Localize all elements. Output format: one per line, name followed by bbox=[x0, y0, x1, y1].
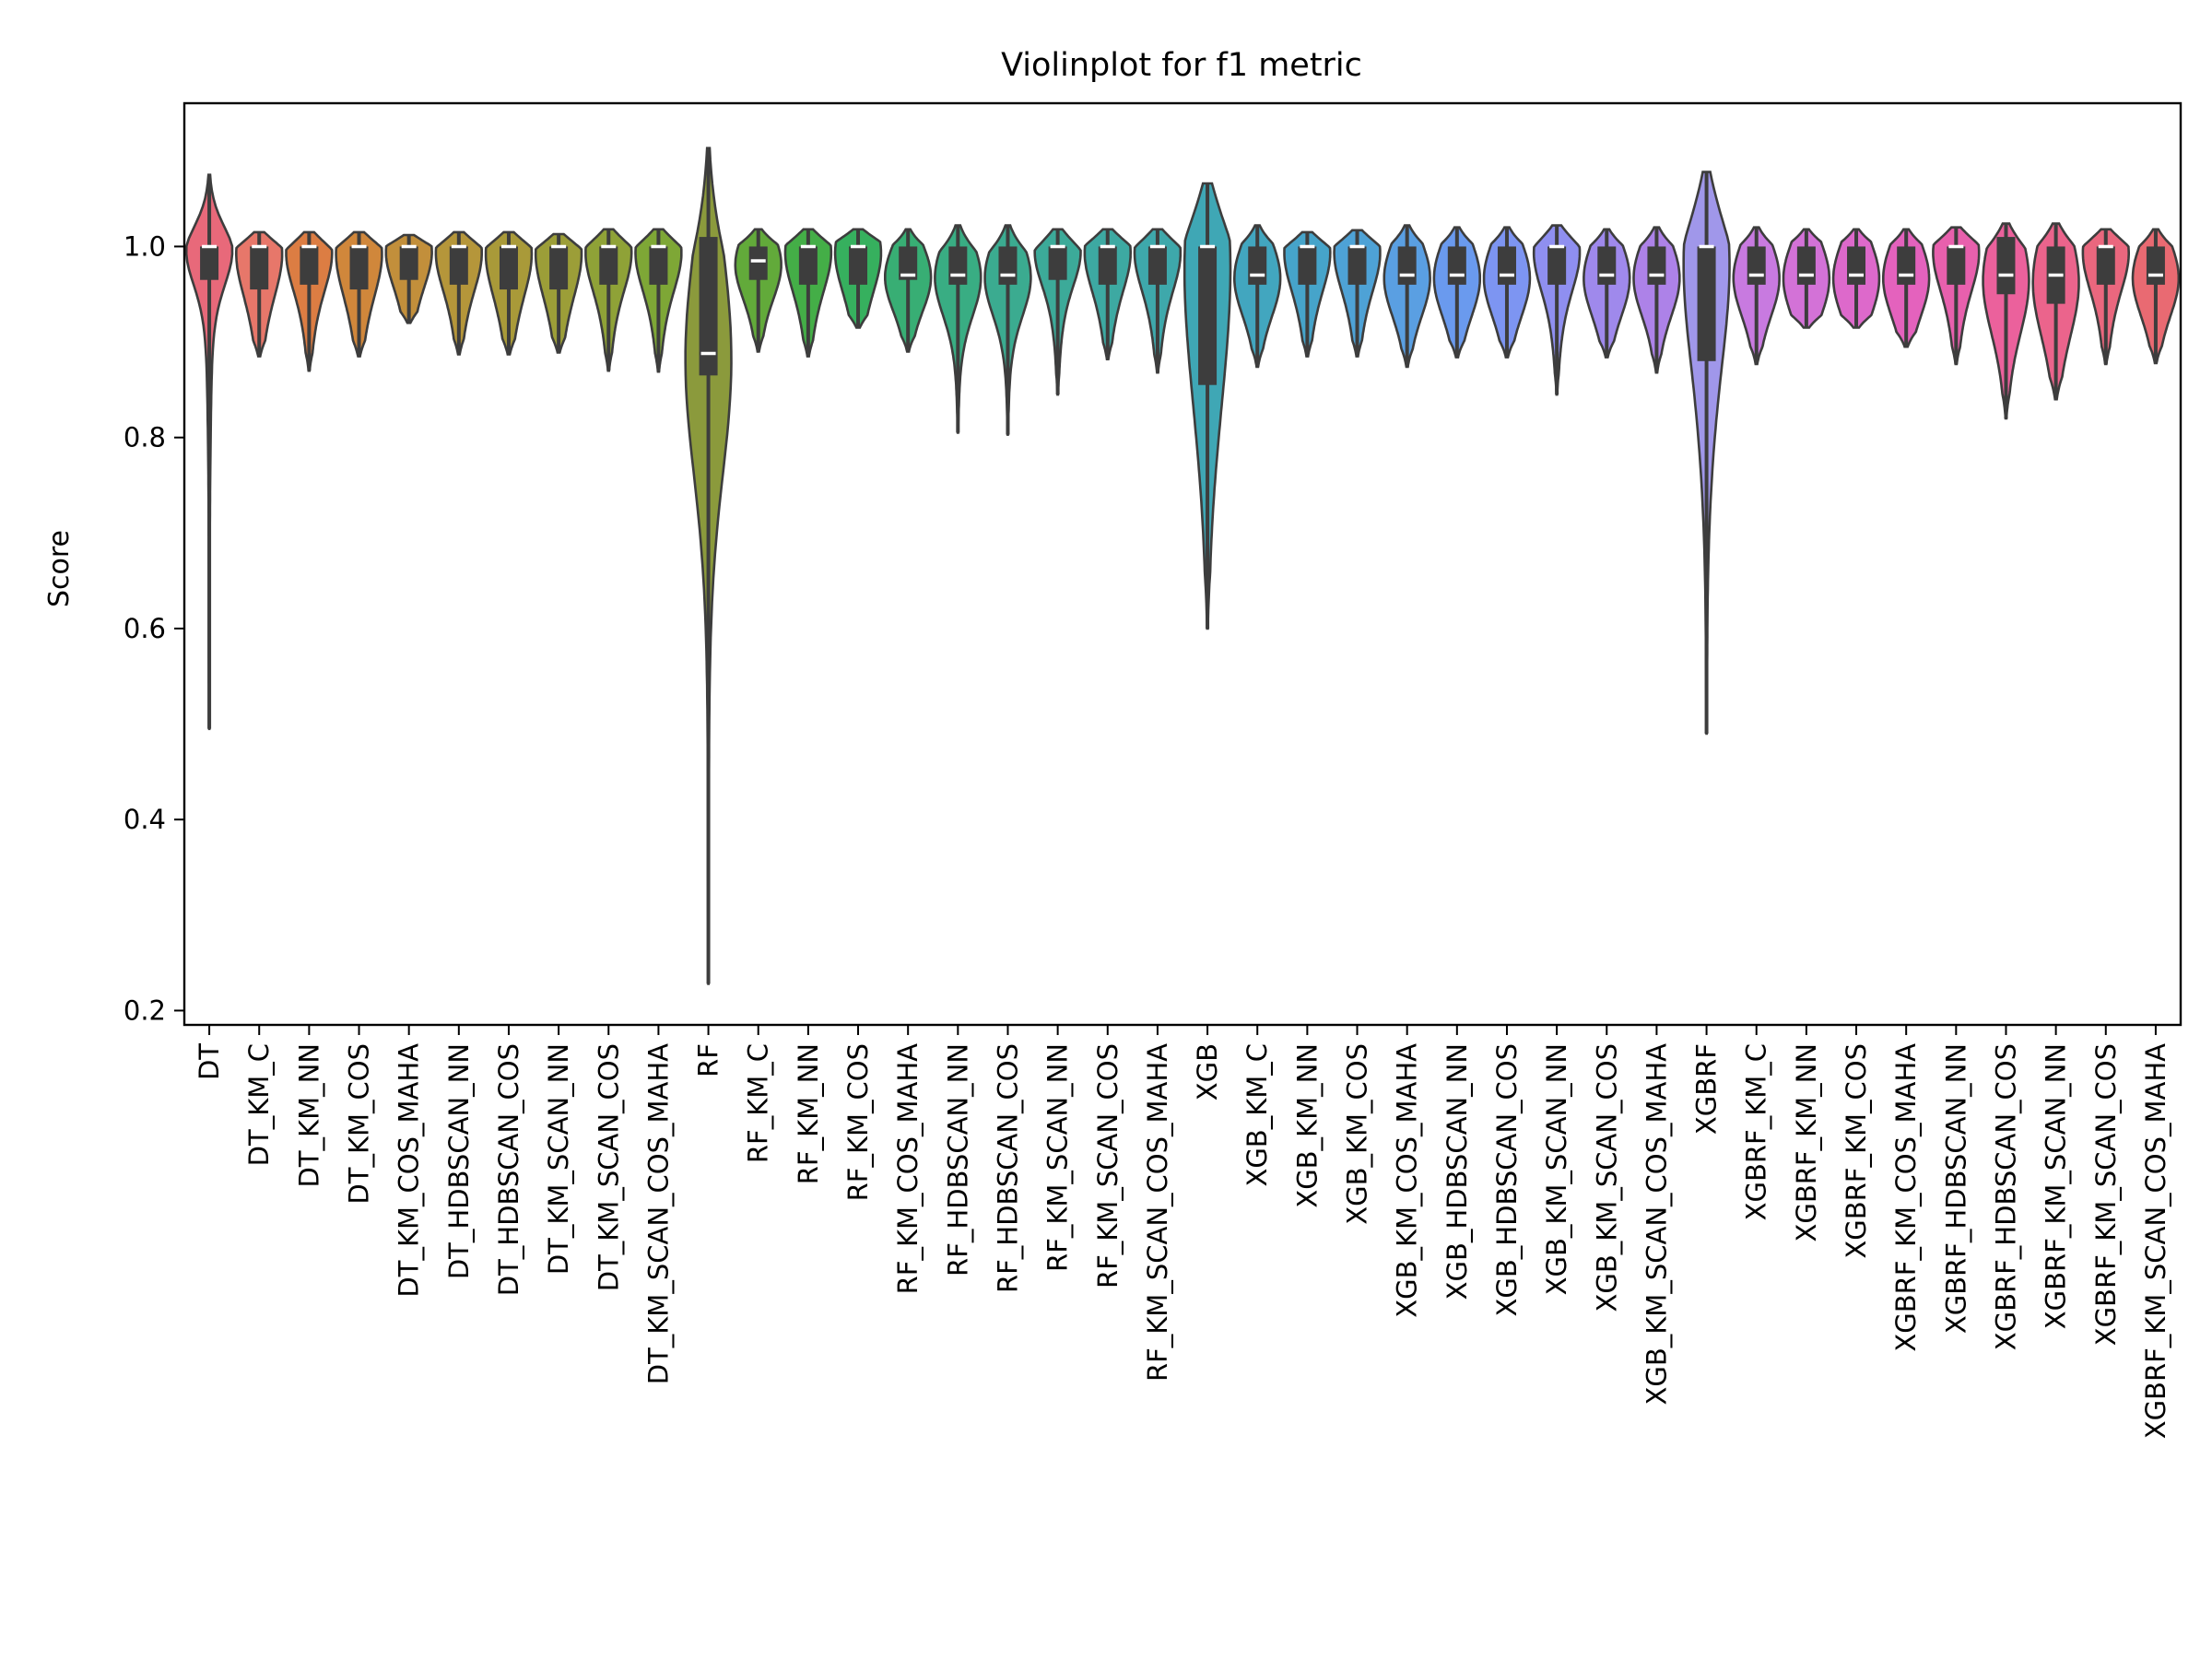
x-tick-label: XGB_KM_COS bbox=[1342, 1043, 1373, 1225]
x-axis-ticks: DT DT_KM_C DT_KM_NN DT_KM_COS DT_KM_COS_MAHA… bbox=[194, 1025, 2171, 1439]
x-tick-label: XGB_KM_SCAN_NN bbox=[1541, 1043, 1572, 1295]
violin-iqr-box bbox=[1198, 246, 1218, 385]
violin-iqr-box bbox=[499, 246, 518, 290]
violin-iqr-box bbox=[998, 246, 1018, 285]
violin-iqr-box bbox=[349, 246, 369, 290]
x-tick-label: DT_KM_COS bbox=[344, 1043, 375, 1205]
violin-iqr-box bbox=[1147, 246, 1167, 285]
plot-frame bbox=[182, 101, 2183, 1027]
y-tick-label: 0.8 bbox=[124, 422, 166, 453]
violin-iqr-box bbox=[1347, 246, 1367, 285]
y-axis-label: Score bbox=[43, 530, 76, 607]
violin-iqr-box bbox=[200, 246, 219, 280]
x-tick-label: XGBRF_KM_COS_MAHA bbox=[1890, 1043, 1922, 1352]
x-tick-label: XGBRF bbox=[1691, 1043, 1723, 1135]
x-tick-label: XGBRF_KM_SCAN_COS bbox=[2090, 1043, 2122, 1346]
violin-iqr-box bbox=[300, 246, 319, 285]
x-tick-label: XGB bbox=[1192, 1043, 1223, 1100]
x-tick-label: RF_KM_SCAN_COS_MAHA bbox=[1142, 1043, 1173, 1382]
violin-iqr-box bbox=[1447, 246, 1466, 285]
violin-iqr-box bbox=[948, 246, 968, 285]
violin-iqr-box bbox=[699, 237, 718, 376]
violin-iqr-box bbox=[1947, 246, 1966, 285]
violin-iqr-box bbox=[849, 246, 868, 285]
violin-iqr-box bbox=[899, 246, 918, 280]
violin-iqr-box bbox=[1847, 246, 1866, 285]
violin-iqr-box bbox=[1397, 246, 1417, 285]
violin-iqr-box bbox=[1048, 246, 1067, 280]
x-tick-label: RF_KM_SCAN_NN bbox=[1042, 1043, 1074, 1272]
x-tick-label: XGBRF_HDBSCAN_COS bbox=[1990, 1043, 2021, 1350]
y-tick-label: 0.6 bbox=[124, 613, 166, 644]
x-tick-label: XGB_KM_SCAN_COS_MAHA bbox=[1641, 1043, 1672, 1406]
x-tick-label: RF_KM_NN bbox=[793, 1043, 824, 1184]
violins-group bbox=[184, 147, 2181, 985]
x-tick-label: DT bbox=[194, 1043, 225, 1080]
violin-iqr-box bbox=[1547, 246, 1567, 285]
x-tick-label: DT_KM_SCAN_COS_MAHA bbox=[642, 1043, 674, 1384]
x-tick-label: DT_KM_C bbox=[243, 1043, 275, 1166]
x-tick-label: RF_KM_COS_MAHA bbox=[892, 1043, 924, 1295]
violin-iqr-box bbox=[549, 246, 569, 290]
violin-iqr-box bbox=[2096, 246, 2115, 285]
violin-iqr-box bbox=[748, 246, 768, 280]
x-tick-label: RF_HDBSCAN_NN bbox=[942, 1043, 973, 1277]
x-tick-label: XGBRF_HDBSCAN_NN bbox=[1940, 1043, 1971, 1334]
violin-iqr-box bbox=[399, 246, 418, 280]
y-axis-ticks: 0.2 0.4 0.6 0.8 1.0 bbox=[124, 230, 184, 1026]
violin-iqr-box bbox=[1996, 237, 2016, 295]
chart-title: Violinplot for f1 metric bbox=[1001, 47, 1362, 84]
x-tick-label: RF bbox=[693, 1043, 724, 1077]
violin-iqr-box bbox=[1897, 246, 1916, 285]
violin-iqr-box bbox=[1796, 246, 1816, 285]
violin-iqr-box bbox=[1597, 246, 1617, 285]
violin-iqr-box bbox=[1747, 246, 1766, 285]
x-tick-label: XGBRF_KM_SCAN_NN bbox=[2041, 1043, 2072, 1329]
violin-iqr-box bbox=[1497, 246, 1516, 285]
y-tick-label: 0.2 bbox=[124, 994, 166, 1026]
violin-iqr-box bbox=[1298, 246, 1317, 285]
x-tick-label: XGB_KM_COS_MAHA bbox=[1392, 1043, 1423, 1318]
x-tick-label: XGBRF_KM_COS bbox=[1841, 1043, 1872, 1259]
x-tick-label: RF_KM_C bbox=[743, 1043, 774, 1163]
x-tick-label: DT_KM_SCAN_COS bbox=[593, 1043, 624, 1291]
x-tick-label: XGB_KM_C bbox=[1241, 1043, 1273, 1187]
x-tick-label: DT_KM_SCAN_NN bbox=[543, 1043, 574, 1275]
violin-iqr-box bbox=[1248, 246, 1267, 285]
violin-iqr-box bbox=[599, 246, 618, 285]
violin-iqr-box bbox=[1098, 246, 1117, 285]
violin-iqr-box bbox=[1647, 246, 1666, 285]
x-tick-label: XGBRF_KM_C bbox=[1741, 1043, 1772, 1220]
x-tick-label: RF_KM_SCAN_COS bbox=[1092, 1043, 1124, 1288]
x-tick-label: DT_KM_NN bbox=[293, 1043, 324, 1187]
x-tick-label: XGB_HDBSCAN_NN bbox=[1441, 1043, 1473, 1300]
y-tick-label: 0.4 bbox=[124, 804, 166, 835]
x-tick-label: XGB_KM_SCAN_COS bbox=[1591, 1043, 1622, 1312]
violin-iqr-box bbox=[250, 246, 269, 290]
x-tick-label: XGB_KM_NN bbox=[1291, 1043, 1323, 1208]
y-tick-label: 1.0 bbox=[124, 230, 166, 262]
x-tick-label: DT_HDBSCAN_COS bbox=[493, 1043, 524, 1296]
x-tick-label: XGBRF_KM_NN bbox=[1791, 1043, 1822, 1242]
x-tick-label: RF_HDBSCAN_COS bbox=[992, 1043, 1023, 1293]
x-tick-label: XGBRF_KM_SCAN_COS_MAHA bbox=[2140, 1043, 2171, 1439]
x-tick-label: RF_KM_COS bbox=[842, 1043, 874, 1201]
violin-iqr-box bbox=[649, 246, 668, 285]
violin-iqr-box bbox=[798, 246, 818, 285]
x-tick-label: DT_HDBSCAN_NN bbox=[443, 1043, 475, 1279]
x-tick-label: XGB_HDBSCAN_COS bbox=[1491, 1043, 1523, 1316]
x-tick-label: DT_KM_COS_MAHA bbox=[394, 1043, 425, 1298]
violin-iqr-box bbox=[2146, 246, 2165, 285]
violin-iqr-box bbox=[1697, 246, 1716, 361]
violin-iqr-box bbox=[449, 246, 468, 285]
